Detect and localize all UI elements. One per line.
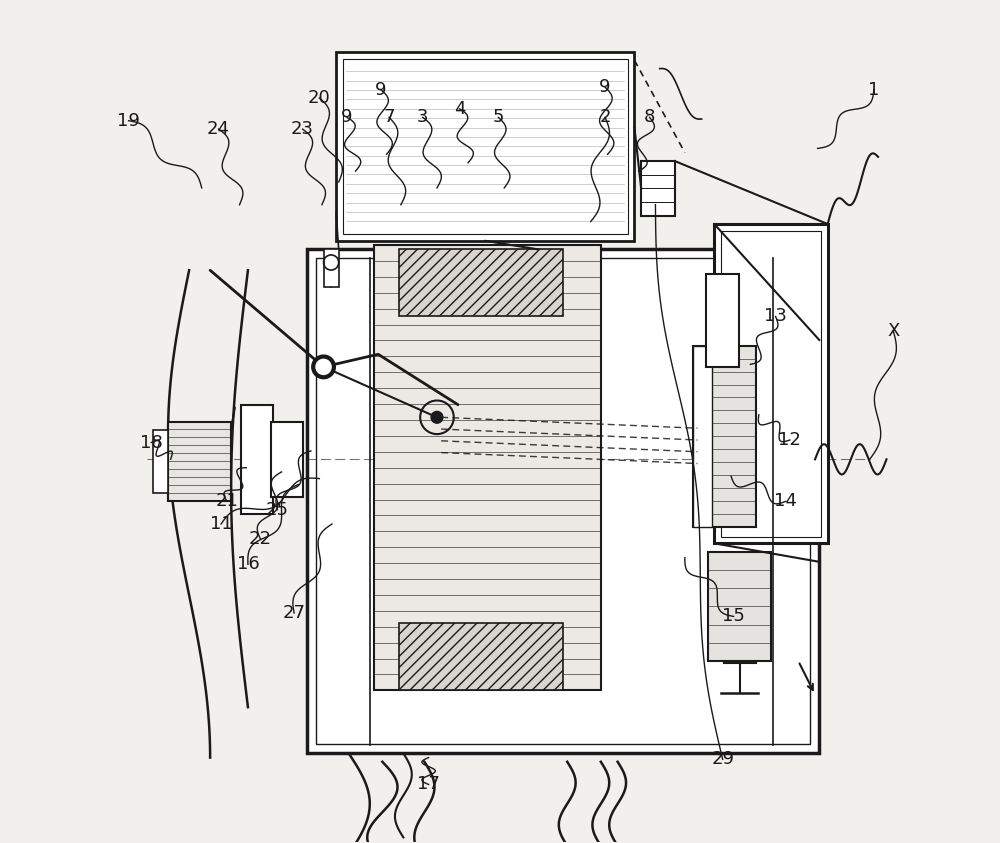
Text: 25: 25 (266, 501, 289, 518)
Bar (641, 161, 675, 216)
Bar (343, 58, 628, 234)
Text: 5: 5 (493, 109, 504, 126)
Text: 16: 16 (237, 556, 259, 573)
Bar (241, 405, 273, 514)
Text: 14: 14 (774, 492, 797, 510)
Text: 1: 1 (868, 81, 880, 99)
Text: 29: 29 (711, 750, 734, 768)
Text: 20: 20 (308, 89, 331, 107)
Bar (324, 250, 339, 287)
Text: 4: 4 (454, 100, 465, 118)
Bar (708, 551, 771, 661)
Text: 17: 17 (417, 776, 440, 793)
Circle shape (431, 411, 443, 423)
Text: 2: 2 (599, 109, 611, 126)
Bar (307, 250, 819, 754)
Text: 27: 27 (283, 604, 306, 622)
Bar (399, 623, 563, 690)
Bar (316, 259, 810, 744)
Text: 9: 9 (599, 78, 611, 96)
Text: 9: 9 (375, 81, 386, 99)
Bar (706, 275, 739, 367)
Bar (714, 224, 828, 544)
Text: 24: 24 (207, 120, 230, 138)
Text: 8: 8 (644, 109, 655, 126)
Bar (374, 245, 601, 690)
Text: 15: 15 (722, 608, 745, 626)
Bar (271, 422, 303, 497)
Text: 11: 11 (210, 515, 232, 533)
Text: 18: 18 (140, 433, 163, 452)
Circle shape (312, 355, 335, 379)
Bar (399, 250, 563, 316)
Text: X: X (887, 322, 899, 340)
Bar (693, 346, 756, 527)
Bar (721, 231, 821, 537)
Text: 13: 13 (764, 308, 787, 325)
Text: 7: 7 (383, 109, 395, 126)
Circle shape (316, 359, 331, 374)
Text: 3: 3 (417, 109, 428, 126)
Bar (153, 430, 168, 493)
Bar (693, 346, 712, 527)
Text: 22: 22 (249, 530, 272, 548)
Text: 9: 9 (341, 109, 353, 126)
Text: 21: 21 (215, 492, 238, 510)
Bar (336, 51, 634, 241)
Bar (168, 422, 231, 502)
Text: 19: 19 (117, 112, 140, 130)
Text: 12: 12 (778, 431, 801, 449)
Text: 23: 23 (291, 120, 314, 138)
